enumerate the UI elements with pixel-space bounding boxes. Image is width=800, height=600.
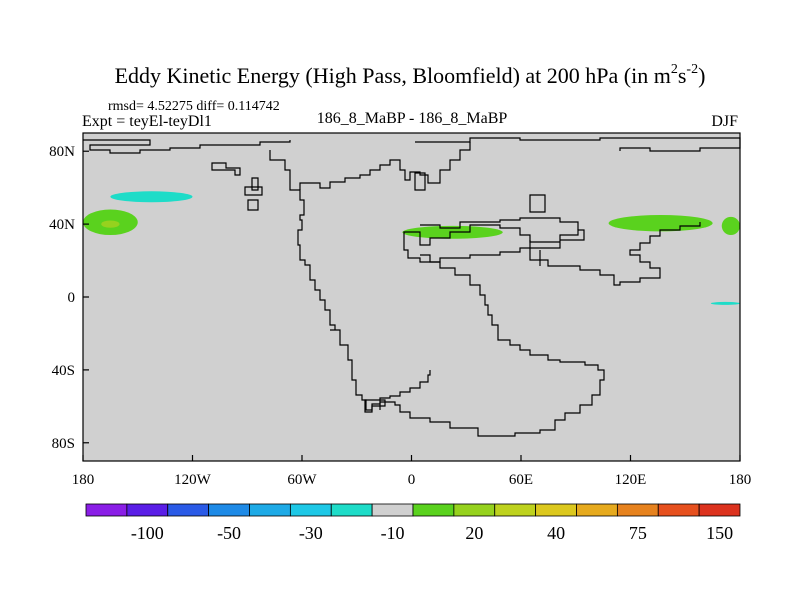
x-axis: 180 120W 60W 0 60E 120E 180	[72, 455, 752, 488]
colorbar-swatch	[453, 503, 496, 517]
y-tick-label: 0	[68, 290, 76, 306]
region-date-line-positive	[721, 216, 740, 236]
y-tick-label: 80S	[52, 436, 75, 452]
y-tick-label: 80N	[49, 144, 75, 160]
colorbar-swatch	[208, 503, 250, 517]
stats-label: rmsd= 4.52275 diff= 0.114742	[108, 99, 280, 114]
colorbar: -100 -50 -30 -10 20 40 75 150	[85, 503, 741, 543]
colorbar-label: 75	[629, 523, 647, 543]
x-tick-label: 120E	[615, 472, 647, 488]
y-tick-label: 40N	[49, 217, 75, 233]
colorbar-swatch	[657, 503, 700, 517]
x-tick-label: 60E	[509, 472, 533, 488]
colorbar-swatch	[249, 503, 291, 517]
chart-title: Eddy Kinetic Energy (High Pass, Bloomfie…	[115, 62, 706, 88]
colorbar-swatch	[412, 503, 455, 517]
colorbar-swatch	[330, 503, 373, 517]
colorbar-label: -50	[217, 523, 241, 543]
colorbar-label: 150	[706, 523, 733, 543]
colorbar-swatch	[167, 503, 210, 517]
season-label: DJF	[711, 113, 738, 130]
region-north-pacific-core	[101, 220, 120, 228]
y-axis: 80N 40N 0 40S 80S	[49, 144, 89, 452]
x-tick-label: 180	[72, 472, 95, 488]
colorbar-swatch	[535, 503, 577, 517]
colorbar-swatch	[289, 503, 332, 517]
region-south-pacific-negative	[710, 301, 741, 305]
map-background	[83, 133, 740, 461]
region-north-pacific-negative	[110, 191, 193, 203]
colorbar-swatch	[85, 503, 128, 517]
x-tick-label: 0	[408, 472, 416, 488]
x-tick-label: 180	[729, 472, 752, 488]
region-east-asia-positive	[608, 215, 713, 232]
colorbar-swatch	[126, 503, 169, 517]
colorbar-label: 20	[465, 523, 483, 543]
colorbar-swatch	[616, 503, 659, 517]
case-label: 186_8_MaBP - 186_8_MaBP	[317, 110, 508, 127]
experiment-label: Expt = teyEl-teyDl1	[82, 113, 212, 130]
colorbar-label: -100	[131, 523, 164, 543]
colorbar-swatch	[371, 503, 414, 517]
colorbar-label: -10	[381, 523, 405, 543]
map-plot	[82, 132, 741, 462]
colorbar-swatch	[698, 503, 741, 517]
x-tick-label: 60W	[287, 472, 317, 488]
colorbar-swatch	[494, 503, 537, 517]
y-tick-label: 40S	[52, 363, 75, 379]
x-tick-label: 120W	[174, 472, 212, 488]
colorbar-label: 40	[547, 523, 565, 543]
colorbar-swatch	[576, 503, 618, 517]
colorbar-label: -30	[299, 523, 323, 543]
